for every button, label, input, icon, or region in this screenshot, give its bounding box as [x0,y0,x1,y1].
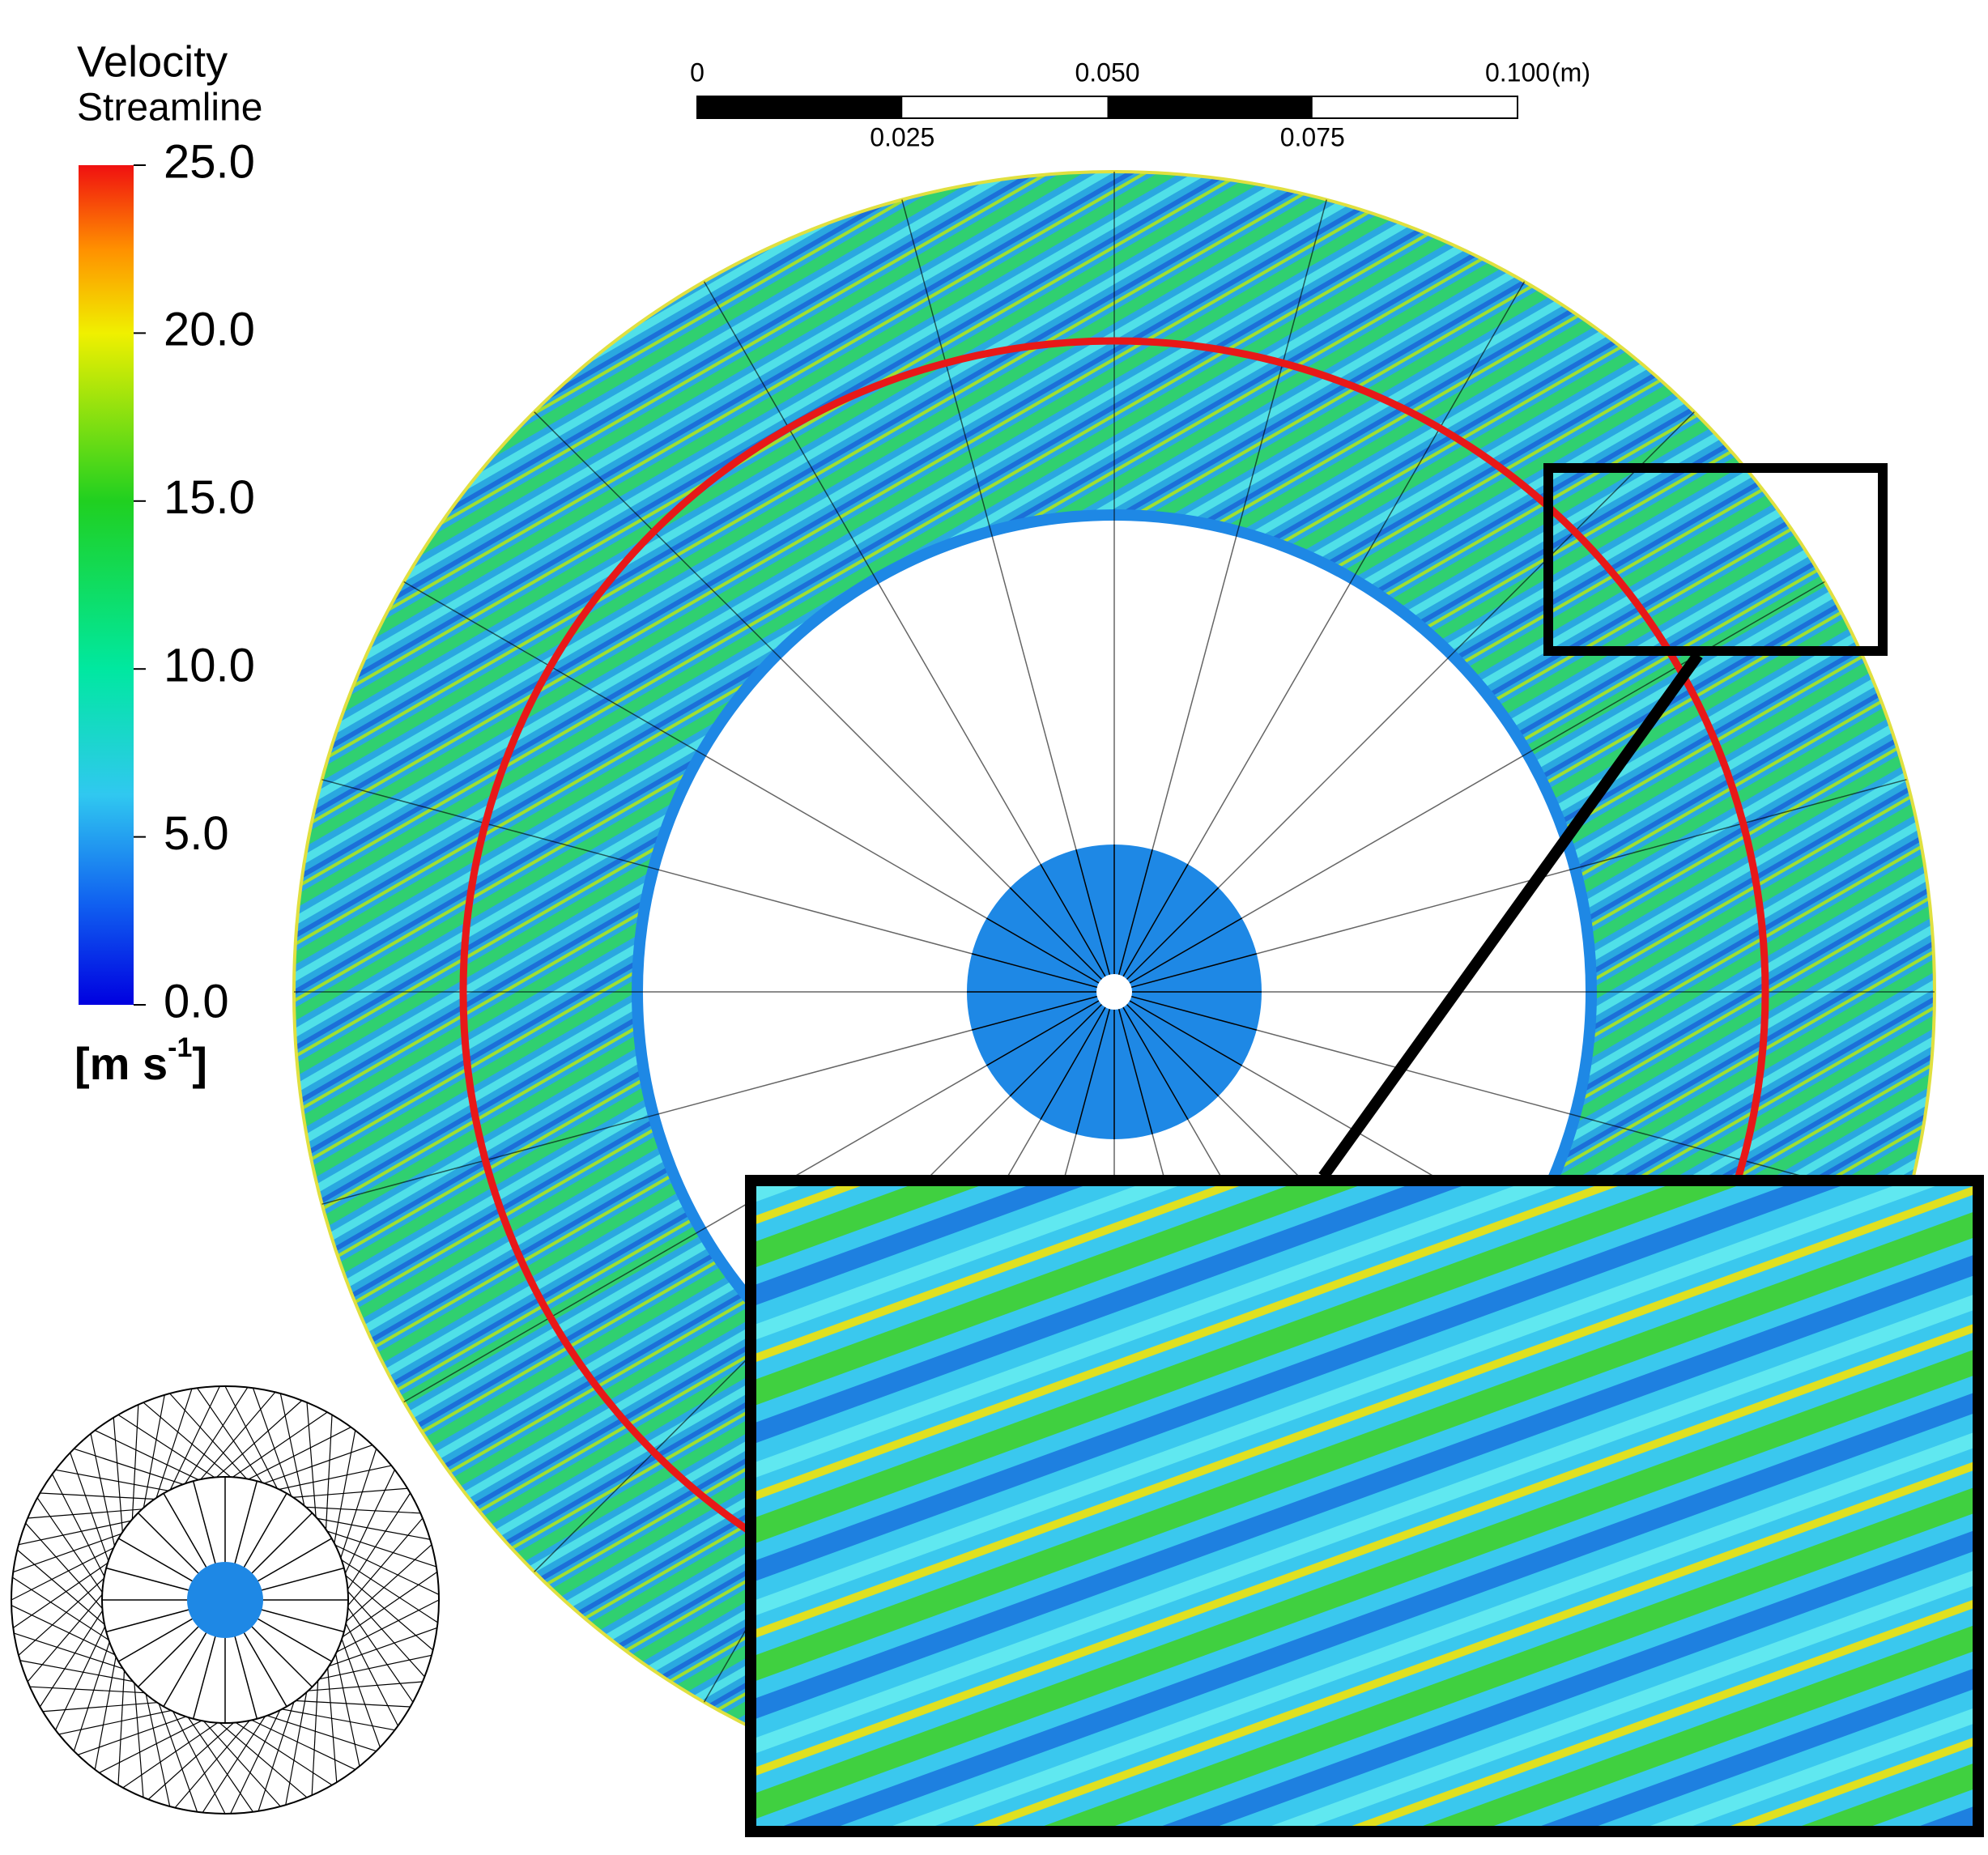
thumb-hub [187,1562,263,1638]
scale-bar-segment [1107,96,1313,118]
colorbar-tick-label: 20.0 [164,304,255,356]
zoom-connector [1318,651,1703,1181]
colorbar-tick-label: 25.0 [164,135,255,188]
scale-bar-segment [697,96,903,118]
zoom-inset [745,1175,1984,1837]
hub-spoke [1113,991,1257,1031]
hub-spoke [972,953,1115,993]
hub-spoke [972,991,1115,1031]
hub-spoke [1075,991,1115,1134]
hub-spoke [1009,887,1115,993]
hub-hole [1096,974,1132,1010]
legend-subtitle: Streamline [77,87,262,130]
hub-spoke [1113,991,1220,1097]
unit-sup: -1 [168,1032,192,1063]
scale-bar-label: 0.100 [1485,57,1550,87]
colorbar-tick-label: 10.0 [164,640,255,692]
scale-bar-label: 0.050 [1075,57,1139,87]
hub-spoke [1040,864,1115,993]
hub-spokes [967,845,1262,1139]
hub-spoke [1113,953,1257,993]
unit-base: [m s [74,1038,168,1089]
scale-bar-label: 0.025 [870,122,934,151]
hub-spoke [1113,991,1153,1134]
scale-bar-unit: (m) [1552,57,1590,87]
hub-spoke [1113,864,1189,993]
hub-spoke [986,991,1115,1066]
hub-spoke [1075,849,1115,993]
colorbar-tick-label: 5.0 [164,807,229,860]
hub-spoke [1113,991,1242,1066]
hub-spoke [1040,991,1115,1120]
legend-title: Velocity [77,37,228,86]
colorbar-tick-label: 0.0 [164,975,229,1027]
scale-bar-label: 0.075 [1280,122,1345,151]
colorbar-tick-label: 15.0 [164,471,255,524]
unit-end: ] [192,1038,207,1089]
hub-spoke [1113,887,1220,993]
hub-spoke [1009,991,1115,1097]
hub-spoke [1113,917,1242,993]
scale-bar-label: 0 [690,57,705,87]
zoom-box [1543,463,1888,656]
mesh-thumbnail [11,1385,440,1815]
legend-unit: [m s-1] [74,1032,207,1089]
hub-spoke [1113,849,1153,993]
hub-spoke [986,917,1115,993]
colorbar-ticks: 25.0 20.0 15.0 10.0 5.0 0.0 [134,135,255,1027]
hub-spoke [1113,991,1189,1120]
colorbar [79,165,134,1005]
scale-bar: 0 0.025 0.050 0.075 0.100 (m) [690,57,1590,151]
